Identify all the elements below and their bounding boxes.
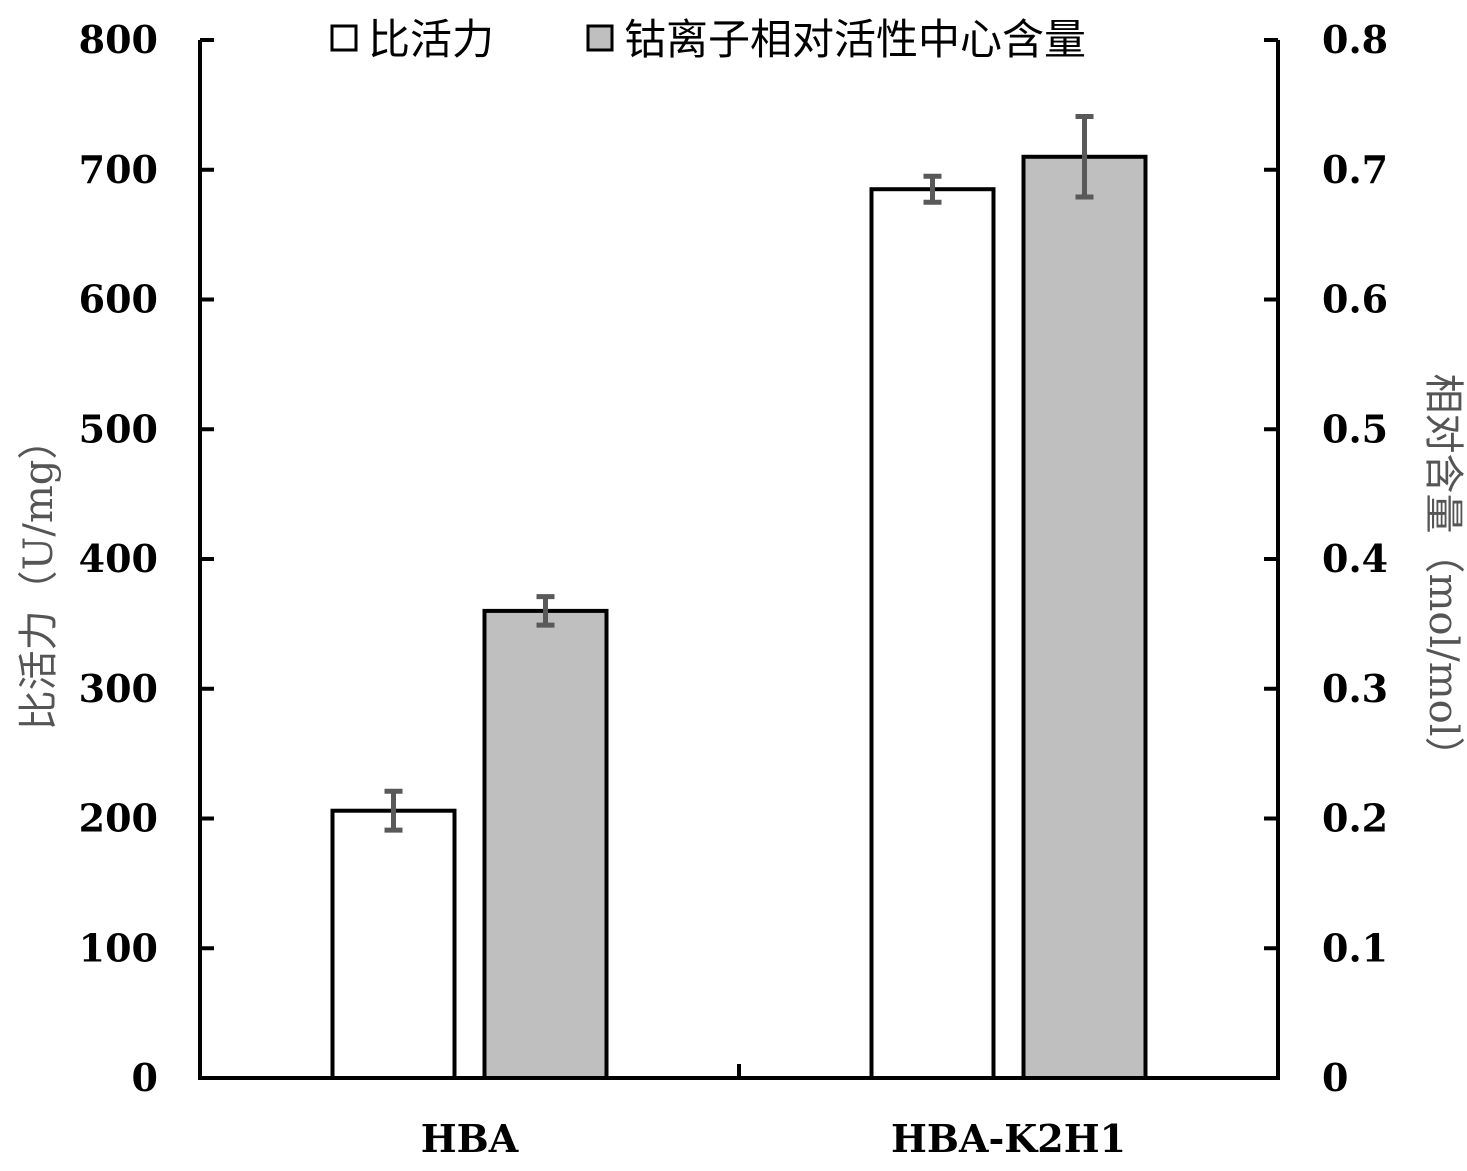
y-right-tick-label: 0.4: [1322, 536, 1388, 581]
legend-swatch: [588, 26, 612, 50]
y-right-tick-label: 0.2: [1322, 796, 1388, 841]
y-left-tick-label: 100: [79, 925, 158, 970]
y-left-tick-label: 800: [79, 17, 158, 62]
y-right-tick-label: 0.5: [1322, 406, 1388, 451]
legend-label: 比活力: [368, 15, 494, 64]
bar-cobalt-content-hba: [485, 611, 607, 1078]
bar-cobalt-content-hba-k2h1: [1024, 157, 1146, 1078]
y-left-tick-label: 400: [79, 536, 158, 581]
x-category-label: HBA-K2H1: [891, 1116, 1126, 1161]
bar-specific-activity-hba-k2h1: [872, 189, 994, 1078]
y-left-tick-label: 600: [79, 277, 158, 322]
labels-layer: 0 100 200 300 400 500 600 700 800 0 0.1 0.2 0.3 0.4 0.…: [79, 17, 1388, 1161]
x-category-label: HBA: [421, 1116, 519, 1161]
y-right-tick-label: 0.7: [1322, 147, 1388, 192]
y-right-tick-label: 0.6: [1322, 277, 1388, 322]
legend-swatch: [332, 26, 356, 50]
y-right-tick-label: 0.3: [1322, 666, 1388, 711]
y-left-tick-label: 300: [79, 666, 158, 711]
y-left-tick-label: 700: [79, 147, 158, 192]
y-right-tick-label: 0.8: [1322, 17, 1388, 62]
y-left-tick-label: 500: [79, 406, 158, 451]
y-left-tick-label: 0: [132, 1055, 158, 1100]
legend: 比活力 钴离子相对活性中心含量: [332, 15, 1086, 64]
y-left-tick-label: 200: [79, 796, 158, 841]
bars-layer: [333, 157, 1146, 1078]
bar-specific-activity-hba: [333, 811, 455, 1078]
y-right-tick-label: 0: [1322, 1055, 1348, 1100]
y-axis-right-title: 相对含量（mol/mol）: [1420, 373, 1466, 776]
y-axis-left-title: 比活力（U/mg）: [16, 420, 62, 731]
y-right-tick-label: 0.1: [1322, 925, 1388, 970]
legend-label: 钴离子相对活性中心含量: [624, 15, 1086, 64]
